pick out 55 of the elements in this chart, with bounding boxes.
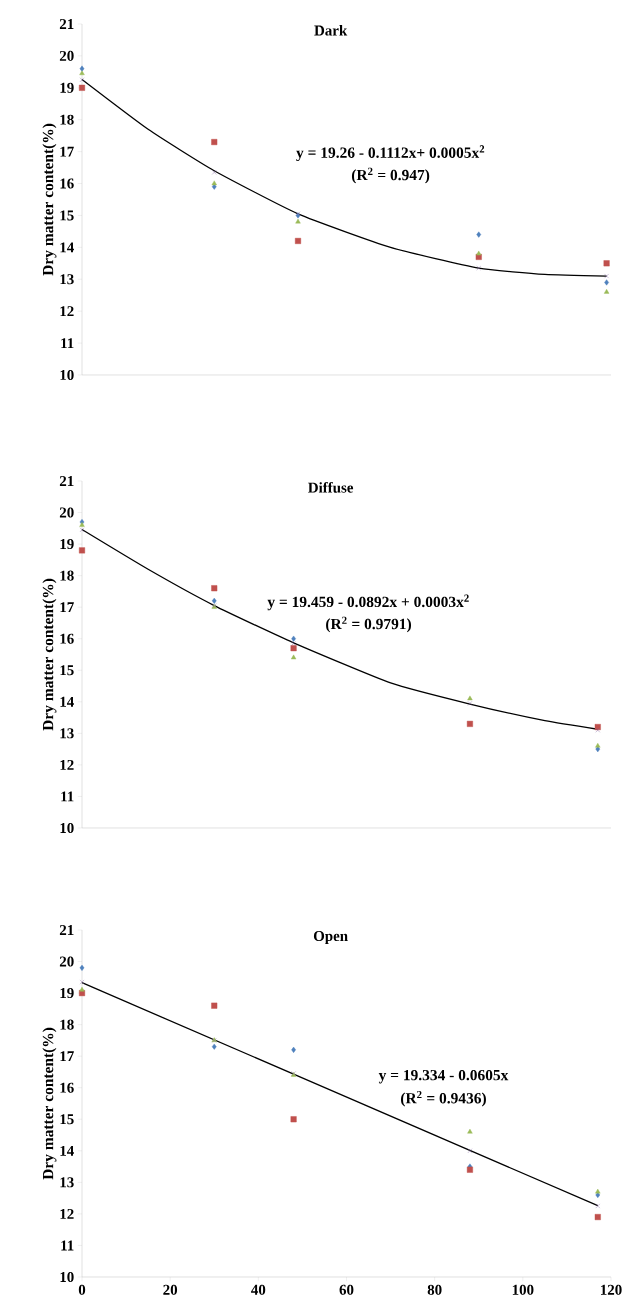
- y-tick-label: 13: [60, 1177, 74, 1188]
- y-tick-label: 19: [60, 539, 74, 550]
- annotation: y = 19.26 - 0.1112x+ 0.0005x$^{2}$: [296, 145, 485, 162]
- y-tick-label: 12: [60, 1208, 74, 1219]
- y-tick-label: 10: [60, 822, 74, 834]
- y-tick-label: 17: [60, 146, 75, 157]
- y-axis-title: Dry matter content(%): [42, 1027, 57, 1180]
- annotation: (R$^{2}$ = 0.9791): [326, 616, 412, 633]
- x-tick-label: 120: [601, 1284, 622, 1295]
- y-tick-label: 20: [60, 956, 74, 967]
- annotation: y = 19.459 - 0.0892x + 0.0003x$^{2}$: [267, 594, 469, 611]
- y-tick-label: 16: [60, 178, 75, 189]
- y-tick-label: 21: [60, 925, 74, 935]
- y-tick-label: 11: [61, 338, 74, 348]
- annotation: (R$^{2}$ = 0.947): [352, 167, 430, 184]
- y-tick-label: 19: [60, 82, 74, 93]
- y-tick-label: 20: [60, 507, 74, 518]
- y-tick-label: 17: [60, 602, 75, 613]
- y-axis-title: Dry matter content(%): [42, 123, 57, 276]
- x-tick-label: 60: [339, 1284, 354, 1295]
- y-tick-label: 11: [61, 1240, 74, 1251]
- chart-title: Diffuse: [308, 482, 354, 493]
- y-tick-label: 14: [60, 696, 75, 707]
- y-tick-label: 20: [60, 50, 74, 61]
- y-tick-label: 10: [60, 1271, 74, 1283]
- annotation: y = 19.334 - 0.0605x: [379, 1069, 509, 1084]
- y-tick-label: 16: [60, 1082, 75, 1093]
- y-tick-label: 11: [61, 791, 74, 802]
- y-tick-label: 18: [60, 1019, 74, 1030]
- y-tick-label: 21: [60, 19, 74, 29]
- y-tick-label: 13: [60, 728, 74, 739]
- x-tick-label: 80: [427, 1284, 442, 1295]
- x-tick-label: 0: [79, 1284, 86, 1295]
- y-tick-label: 17: [60, 1051, 75, 1062]
- y-tick-label: 15: [60, 1114, 74, 1125]
- y-tick-label: 16: [60, 633, 75, 644]
- y-tick-label: 19: [60, 988, 74, 999]
- y-tick-label: 13: [60, 274, 74, 285]
- x-tick-label: 20: [163, 1284, 178, 1295]
- y-tick-label: 15: [60, 665, 74, 676]
- y-tick-label: 10: [60, 369, 74, 381]
- y-tick-label: 12: [60, 306, 74, 317]
- chart-title: Open: [314, 931, 349, 945]
- y-tick-label: 15: [60, 210, 74, 221]
- y-tick-label: 14: [60, 1145, 75, 1156]
- y-tick-label: 14: [60, 242, 75, 253]
- y-axis-title: Dry matter content(%): [42, 578, 57, 731]
- annotation: (R$^{2}$ = 0.9436): [401, 1090, 487, 1107]
- x-tick-label: 40: [251, 1284, 266, 1295]
- y-tick-label: 12: [60, 759, 74, 770]
- y-tick-label: 18: [60, 570, 74, 581]
- y-tick-label: 21: [60, 476, 74, 486]
- y-tick-label: 18: [60, 114, 74, 125]
- chart-title: Dark: [314, 25, 348, 36]
- x-tick-label: 100: [513, 1284, 534, 1295]
